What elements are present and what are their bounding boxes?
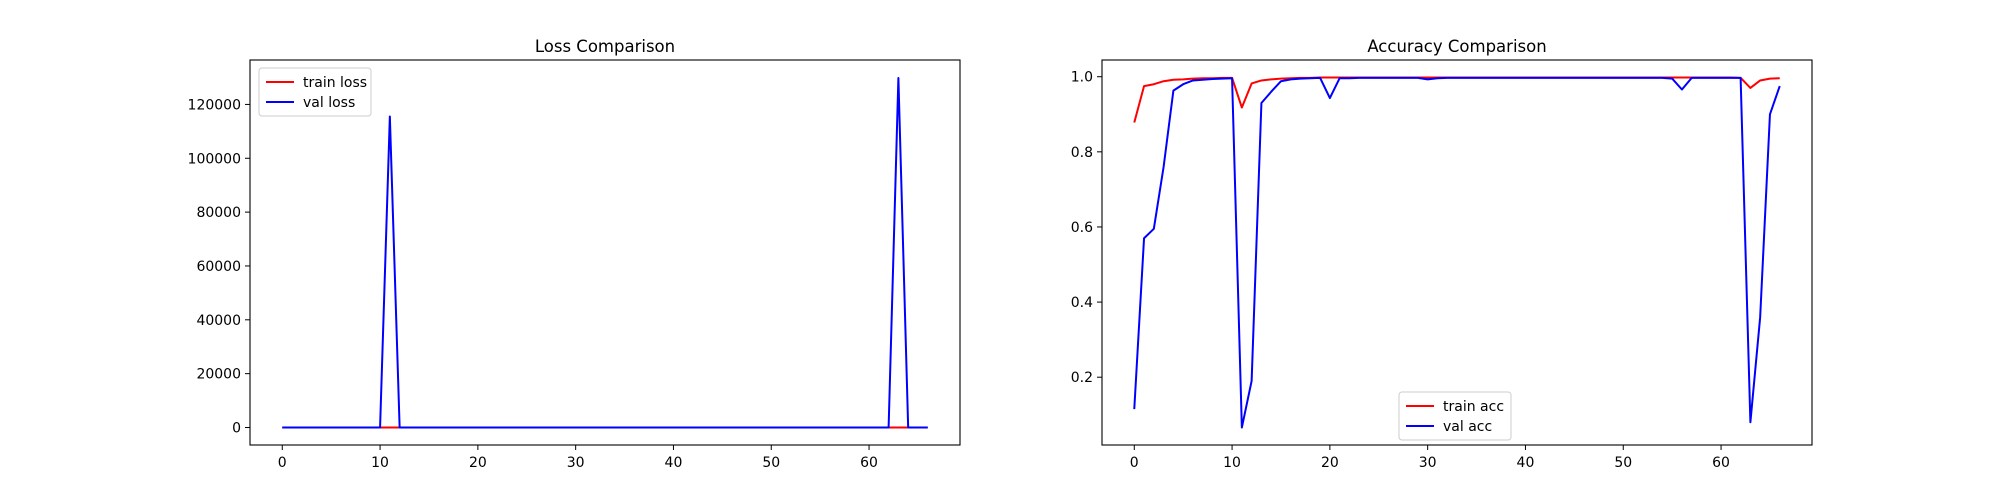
legend: train acc val acc [1398,391,1512,441]
x-tick-label: 30 [1419,455,1437,471]
legend-label: val loss [303,95,355,111]
y-tick-label: 80000 [196,205,241,221]
y-tick-label: 60000 [196,259,241,275]
y-tick-label: 120000 [188,97,241,113]
y-tick-label: 0 [232,421,241,437]
chart-title: Accuracy Comparison [1367,37,1546,56]
x-tick-label: 20 [469,455,487,471]
x-tick-label: 20 [1321,455,1339,471]
x-tick-label: 10 [371,455,389,471]
legend: train loss val loss [258,67,372,117]
x-tick-label: 0 [278,455,287,471]
x-tick-label: 30 [567,455,585,471]
x-tick-label: 50 [1614,455,1632,471]
legend-label: train acc [1443,399,1504,415]
x-tick-label: 10 [1223,455,1241,471]
x-tick-label: 60 [1712,455,1730,471]
legend-box [1398,391,1512,441]
axes-frame [1101,59,1813,446]
y-tick-label: 100000 [188,151,241,167]
x-tick-label: 40 [1517,455,1535,471]
series-line-val-acc [1133,76,1781,429]
x-tick-label: 40 [665,455,683,471]
y-tick-label: 40000 [196,313,241,329]
chart-2: Accuracy Comparison 0 10 20 30 40 50 60 0.2 0.4 0.… [1071,37,1813,471]
legend-label: val acc [1443,419,1492,435]
legend-label: train loss [303,75,367,91]
y-tick-label: 0.6 [1071,220,1093,236]
x-tick-label: 60 [860,455,878,471]
series-line-train-acc [1133,76,1780,123]
y-tick-label: 20000 [196,367,241,383]
series-line-val-loss [282,77,928,429]
y-tick-label: 0.8 [1071,145,1093,161]
y-tick-label: 0.2 [1071,370,1093,386]
y-tick-label: 0.4 [1071,295,1093,311]
y-tick-label: 1.0 [1071,70,1093,86]
chart-1: Loss Comparison 0 10 20 30 40 50 60 0 20000 40000 6… [188,37,961,471]
x-tick-label: 0 [1130,455,1139,471]
legend-box [258,67,372,117]
x-tick-label: 50 [762,455,780,471]
chart-title: Loss Comparison [535,37,675,56]
axes-frame [249,59,961,446]
